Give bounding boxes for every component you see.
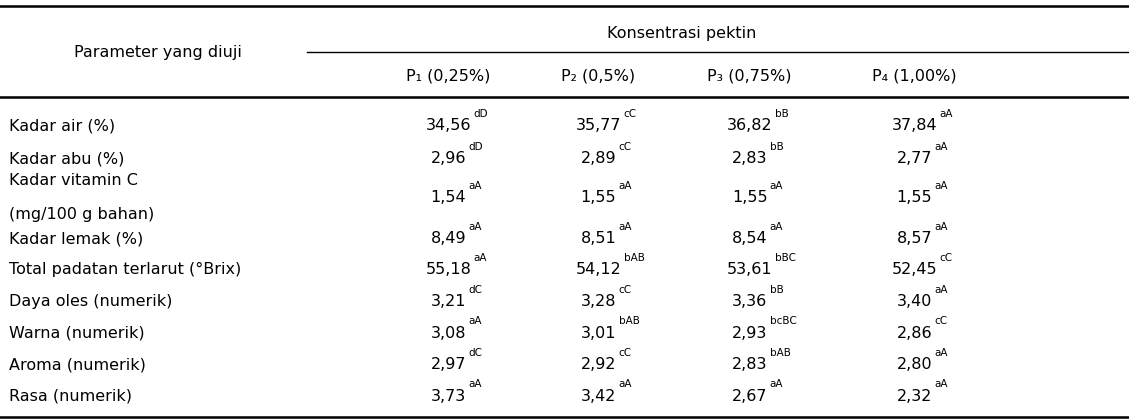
Text: dD: dD [469,142,483,152]
Text: 2,97: 2,97 [430,357,466,372]
Text: P₄ (1,00%): P₄ (1,00%) [873,68,956,83]
Text: bAB: bAB [623,253,645,263]
Text: Kadar lemak (%): Kadar lemak (%) [9,231,143,246]
Text: aA: aA [770,222,784,232]
Text: aA: aA [939,109,953,119]
Text: P₁ (0,25%): P₁ (0,25%) [406,68,490,83]
Text: aA: aA [619,222,632,232]
Text: aA: aA [935,379,948,389]
Text: 34,56: 34,56 [426,118,471,134]
Text: cC: cC [623,109,637,119]
Text: Kadar abu (%): Kadar abu (%) [9,151,124,166]
Text: 2,67: 2,67 [732,388,768,404]
Text: 2,92: 2,92 [580,357,616,372]
Text: 8,51: 8,51 [580,231,616,246]
Text: aA: aA [935,285,948,295]
Text: 2,80: 2,80 [896,357,933,372]
Text: bB: bB [770,285,784,295]
Text: dD: dD [473,109,488,119]
Text: 3,21: 3,21 [430,294,466,309]
Text: aA: aA [469,379,482,389]
Text: aA: aA [473,253,487,263]
Text: dC: dC [469,348,482,358]
Text: 55,18: 55,18 [426,262,471,277]
Text: 2,93: 2,93 [732,326,768,341]
Text: Daya oles (numerik): Daya oles (numerik) [9,294,173,309]
Text: 37,84: 37,84 [892,118,937,134]
Text: 1,54: 1,54 [430,190,466,205]
Text: 3,42: 3,42 [580,388,616,404]
Text: 3,36: 3,36 [732,294,768,309]
Text: bB: bB [770,142,784,152]
Text: 35,77: 35,77 [576,118,621,134]
Text: 3,40: 3,40 [896,294,933,309]
Text: 2,77: 2,77 [896,151,933,166]
Text: 1,55: 1,55 [896,190,933,205]
Text: bB: bB [774,109,788,119]
Text: 2,83: 2,83 [732,357,768,372]
Text: Parameter yang diuji: Parameter yang diuji [75,45,242,60]
Text: 2,89: 2,89 [580,151,616,166]
Text: dC: dC [469,285,482,295]
Text: 8,49: 8,49 [430,231,466,246]
Text: 54,12: 54,12 [576,262,621,277]
Text: 3,01: 3,01 [580,326,616,341]
Text: Total padatan terlarut (°Brix): Total padatan terlarut (°Brix) [9,262,242,277]
Text: (mg/100 g bahan): (mg/100 g bahan) [9,207,155,222]
Text: 53,61: 53,61 [727,262,772,277]
Text: cC: cC [619,348,631,358]
Text: cC: cC [619,142,631,152]
Text: aA: aA [469,181,482,191]
Text: 3,28: 3,28 [580,294,616,309]
Text: Rasa (numerik): Rasa (numerik) [9,388,132,404]
Text: aA: aA [770,379,784,389]
Text: 3,73: 3,73 [430,388,466,404]
Text: 2,83: 2,83 [732,151,768,166]
Text: 3,08: 3,08 [430,326,466,341]
Text: aA: aA [935,222,948,232]
Text: aA: aA [469,316,482,326]
Text: aA: aA [770,181,784,191]
Text: 2,32: 2,32 [896,388,933,404]
Text: P₂ (0,5%): P₂ (0,5%) [561,68,636,83]
Text: P₃ (0,75%): P₃ (0,75%) [708,68,791,83]
Text: 1,55: 1,55 [732,190,768,205]
Text: 1,55: 1,55 [580,190,616,205]
Text: aA: aA [469,222,482,232]
Text: cC: cC [619,285,631,295]
Text: aA: aA [935,181,948,191]
Text: aA: aA [619,379,632,389]
Text: Konsentrasi pektin: Konsentrasi pektin [606,26,756,41]
Text: 2,86: 2,86 [896,326,933,341]
Text: aA: aA [935,348,948,358]
Text: bAB: bAB [619,316,639,326]
Text: Kadar vitamin C: Kadar vitamin C [9,173,138,188]
Text: bcBC: bcBC [770,316,797,326]
Text: 2,96: 2,96 [430,151,466,166]
Text: Kadar air (%): Kadar air (%) [9,118,115,134]
Text: 8,54: 8,54 [732,231,768,246]
Text: Warna (numerik): Warna (numerik) [9,326,145,341]
Text: 36,82: 36,82 [727,118,772,134]
Text: cC: cC [935,316,947,326]
Text: Aroma (numerik): Aroma (numerik) [9,357,146,372]
Text: aA: aA [619,181,632,191]
Text: aA: aA [935,142,948,152]
Text: 52,45: 52,45 [892,262,937,277]
Text: 8,57: 8,57 [896,231,933,246]
Text: bBC: bBC [774,253,796,263]
Text: bAB: bAB [770,348,790,358]
Text: cC: cC [939,253,953,263]
